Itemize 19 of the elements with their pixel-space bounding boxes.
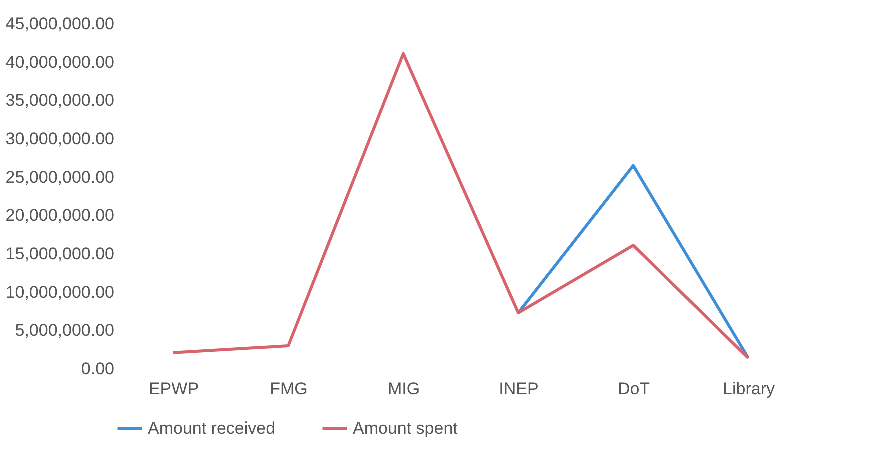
y-tick-label: 40,000,000.00 — [6, 52, 114, 72]
y-tick-label: 5,000,000.00 — [15, 321, 114, 340]
x-tick-label: DoT — [618, 380, 650, 398]
y-tick-label: 15,000,000.00 — [6, 244, 114, 264]
x-tick-label: EPWP — [148, 380, 200, 398]
y-tick-label: 35,000,000.00 — [6, 91, 114, 110]
y-tick-label: 10,000,000.00 — [6, 282, 114, 302]
x-tick-label: INEP — [499, 380, 539, 398]
x-tick-label: FMG — [270, 380, 308, 398]
x-tick-label: MIG — [388, 380, 420, 398]
y-tick-label: 30,000,000.00 — [6, 130, 114, 148]
x-tick-label: Library — [723, 380, 776, 398]
y-tick-label: 20,000,000.00 — [6, 206, 114, 226]
y-tick-label: 0.00 — [81, 360, 114, 378]
legend-label: Amount spent — [353, 419, 458, 438]
y-tick-label: 25,000,000.00 — [6, 168, 114, 187]
legend-label: Amount received — [148, 419, 276, 438]
y-tick-label: 45,000,000.00 — [6, 14, 114, 34]
line-series — [172, 52, 750, 360]
